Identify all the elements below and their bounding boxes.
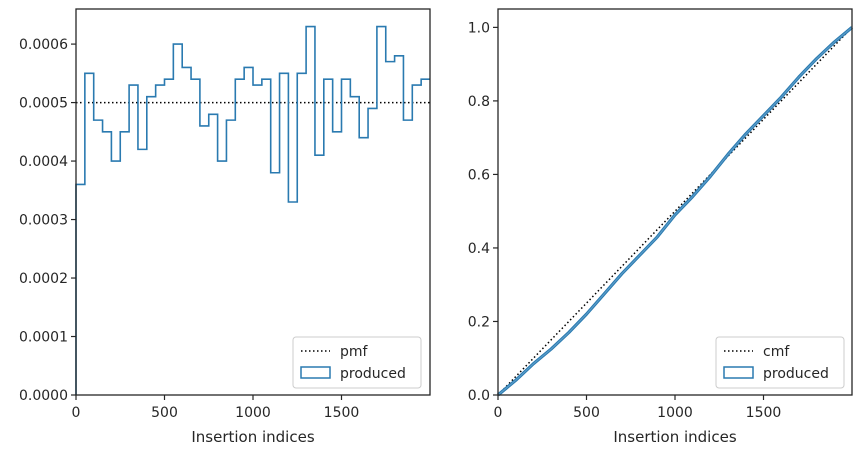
y-tick-label: 0.0004 xyxy=(19,154,68,170)
plot-frame xyxy=(75,8,431,396)
x-tick-label: 1500 xyxy=(746,405,782,421)
pmf-histogram-panel: 0.0000 0.0001 0.0002 0.0003 0.0004 0.0005 0.00… xyxy=(19,8,431,446)
y-tick-label: 0.0000 xyxy=(19,388,68,404)
legend-label-pmf: pmf xyxy=(340,344,369,360)
legend-box xyxy=(715,336,845,389)
x-tick-label: 1000 xyxy=(235,405,271,421)
legend-label-produced: produced xyxy=(763,366,829,382)
x-axis-label: Insertion indices xyxy=(191,428,314,446)
legend: cmf produced xyxy=(715,336,845,389)
x-tick-label: 1000 xyxy=(657,405,693,421)
y-tick-label: 0.0006 xyxy=(19,37,68,53)
y-tick-label: 0.6 xyxy=(468,167,490,183)
y-tick-label: 0.0005 xyxy=(19,96,68,112)
y-tick-label: 0.0003 xyxy=(19,213,68,229)
legend-label-produced: produced xyxy=(340,366,406,382)
y-tick-label: 0.4 xyxy=(468,241,490,257)
y-tick-label: 1.0 xyxy=(468,20,490,36)
plot-area-background xyxy=(498,9,852,395)
x-tick-label: 1500 xyxy=(324,405,360,421)
legend-swatch-produced xyxy=(300,366,331,379)
y-tick-label: 0.8 xyxy=(468,94,490,110)
legend: pmf produced xyxy=(292,336,422,389)
x-tick-label: 0 xyxy=(72,405,81,421)
legend-label-cmf: cmf xyxy=(763,344,790,360)
x-tick-label: 500 xyxy=(573,405,600,421)
cmf-line xyxy=(497,26,853,396)
plot-frame xyxy=(497,8,853,396)
x-tick-label: 500 xyxy=(151,405,178,421)
cmf-panel: 0.0 0.2 0.4 0.6 0.8 1.0 0 500 1000 1500 Insertio… xyxy=(468,8,854,446)
x-axis-label: Insertion indices xyxy=(613,428,736,446)
x-tick-label: 0 xyxy=(494,405,503,421)
y-tick-label: 0.0002 xyxy=(19,271,68,287)
legend-swatch-produced xyxy=(723,366,754,379)
y-tick-label: 0.0001 xyxy=(19,330,68,346)
produced-histogram-step xyxy=(75,25,430,395)
y-tick-label: 0.2 xyxy=(468,314,490,330)
y-tick-label: 0.0 xyxy=(468,388,490,404)
legend-box xyxy=(292,336,422,389)
